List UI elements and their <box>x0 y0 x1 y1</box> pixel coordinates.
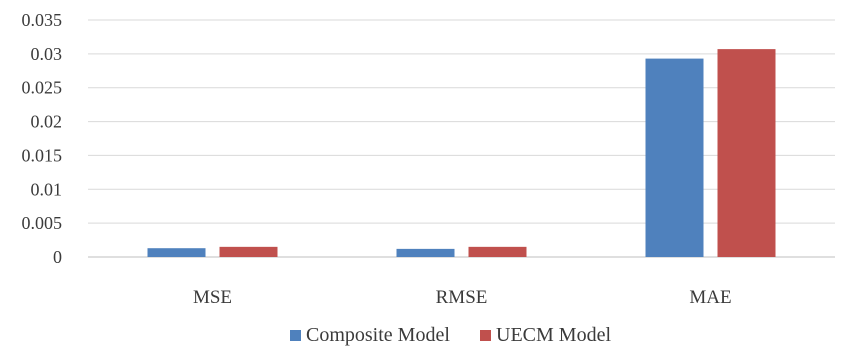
y-tick-label: 0.035 <box>22 10 63 30</box>
bar-mae-composite <box>645 58 704 258</box>
bar-rmse-composite <box>396 248 455 257</box>
legend-label: Composite Model <box>306 324 450 346</box>
legend-label: UECM Model <box>496 324 611 346</box>
bar-rmse-uecm <box>468 246 527 257</box>
gridlines <box>88 19 835 258</box>
bar-mae-uecm <box>717 49 776 257</box>
legend: Composite Model UECM Model <box>290 324 611 346</box>
x-category-label: MSE <box>193 287 232 308</box>
bars <box>147 49 776 258</box>
y-tick-label: 0.025 <box>22 78 63 98</box>
x-category-label: MAE <box>689 287 731 308</box>
bar-mse-composite <box>147 248 206 257</box>
bar-mse-uecm <box>219 246 278 257</box>
y-tick-label: 0 <box>53 247 62 267</box>
legend-swatch <box>290 330 301 341</box>
y-axis-ticks: 0 0.005 0.01 0.015 0.02 0.025 0.03 0.035 <box>22 10 63 267</box>
y-tick-label: 0.01 <box>31 179 63 199</box>
y-tick-label: 0.005 <box>22 213 63 233</box>
x-category-label: RMSE <box>436 287 488 308</box>
y-tick-label: 0.02 <box>31 112 63 132</box>
legend-swatch <box>480 330 491 341</box>
y-tick-label: 0.03 <box>31 44 63 64</box>
x-axis-categories: MSE RMSE MAE <box>193 287 732 308</box>
y-tick-label: 0.015 <box>22 145 63 165</box>
